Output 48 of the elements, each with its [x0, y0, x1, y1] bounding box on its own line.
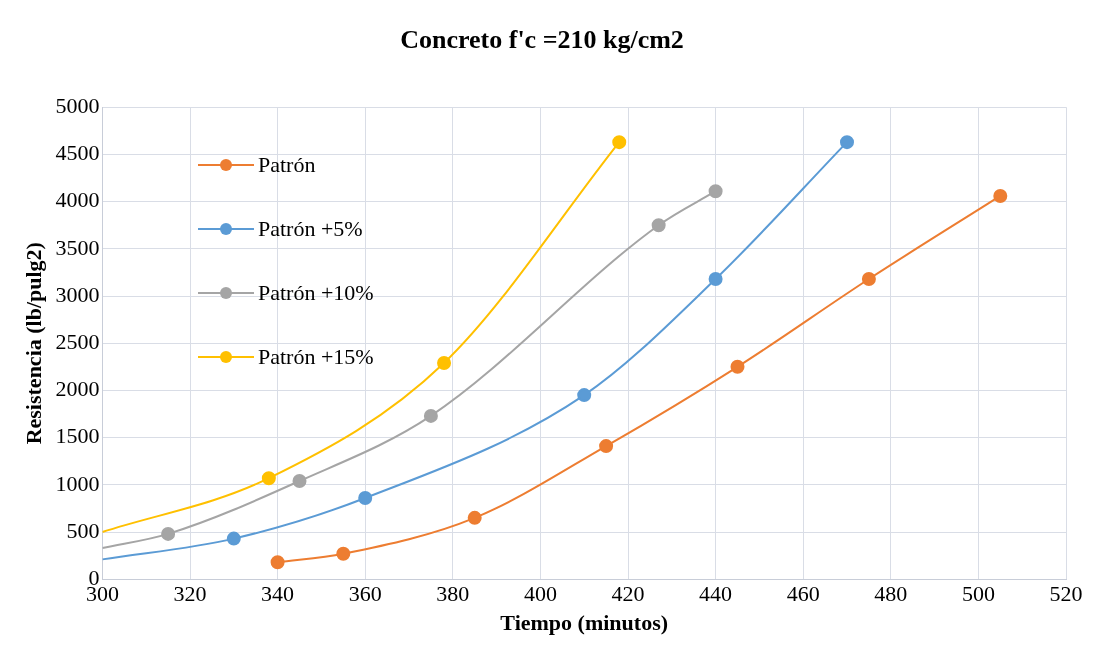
- x-tick-label: 480: [874, 581, 908, 607]
- chart-title: Concreto f'c =210 kg/cm2: [400, 25, 684, 55]
- point: [612, 135, 627, 150]
- point: [730, 359, 745, 374]
- x-tick-label: 320: [173, 581, 207, 607]
- y-tick-label: 1000: [55, 470, 100, 496]
- point: [708, 272, 723, 287]
- x-tick-label: 420: [611, 581, 645, 607]
- legend-label: Patrón +15%: [258, 344, 374, 370]
- point: [358, 491, 373, 506]
- point: [161, 526, 176, 541]
- point: [336, 546, 351, 561]
- point: [437, 356, 452, 371]
- y-tick-label: 2500: [55, 328, 100, 354]
- point: [292, 474, 307, 489]
- x-tick-label: 500: [961, 581, 995, 607]
- y-tick-label: 3500: [55, 234, 100, 260]
- point: [599, 439, 614, 454]
- point: [270, 555, 285, 570]
- y-tick-label: 5000: [55, 92, 100, 118]
- y-axis-title: Resistencia (lb/pulg2): [20, 242, 46, 445]
- point: [993, 188, 1008, 203]
- point: [840, 135, 854, 150]
- x-tick-label: 520: [1049, 581, 1083, 607]
- point: [651, 218, 666, 233]
- point: [708, 184, 723, 199]
- point: [467, 510, 482, 525]
- y-tick-label: 2000: [55, 376, 100, 402]
- point: [577, 388, 592, 403]
- x-tick-label: 340: [261, 581, 295, 607]
- y-tick-label: 4000: [55, 187, 100, 213]
- legend-label: Patrón: [258, 152, 316, 178]
- point: [261, 471, 276, 486]
- x-tick-label: 460: [786, 581, 820, 607]
- y-tick-label: 4500: [55, 140, 100, 166]
- legend-label: Patrón +10%: [258, 280, 374, 306]
- point: [226, 531, 241, 546]
- x-tick-label: 400: [523, 581, 557, 607]
- legend-label: Patrón +5%: [258, 216, 363, 242]
- x-tick-label: 360: [348, 581, 382, 607]
- y-tick-label: 1500: [55, 423, 100, 449]
- x-tick-label: 380: [436, 581, 470, 607]
- point: [423, 408, 438, 423]
- x-axis-title: Tiempo (minutos): [500, 610, 669, 636]
- y-tick-label: 3000: [55, 281, 100, 307]
- x-tick-label: 440: [699, 581, 733, 607]
- point: [861, 272, 876, 287]
- y-tick-label: 500: [66, 517, 100, 543]
